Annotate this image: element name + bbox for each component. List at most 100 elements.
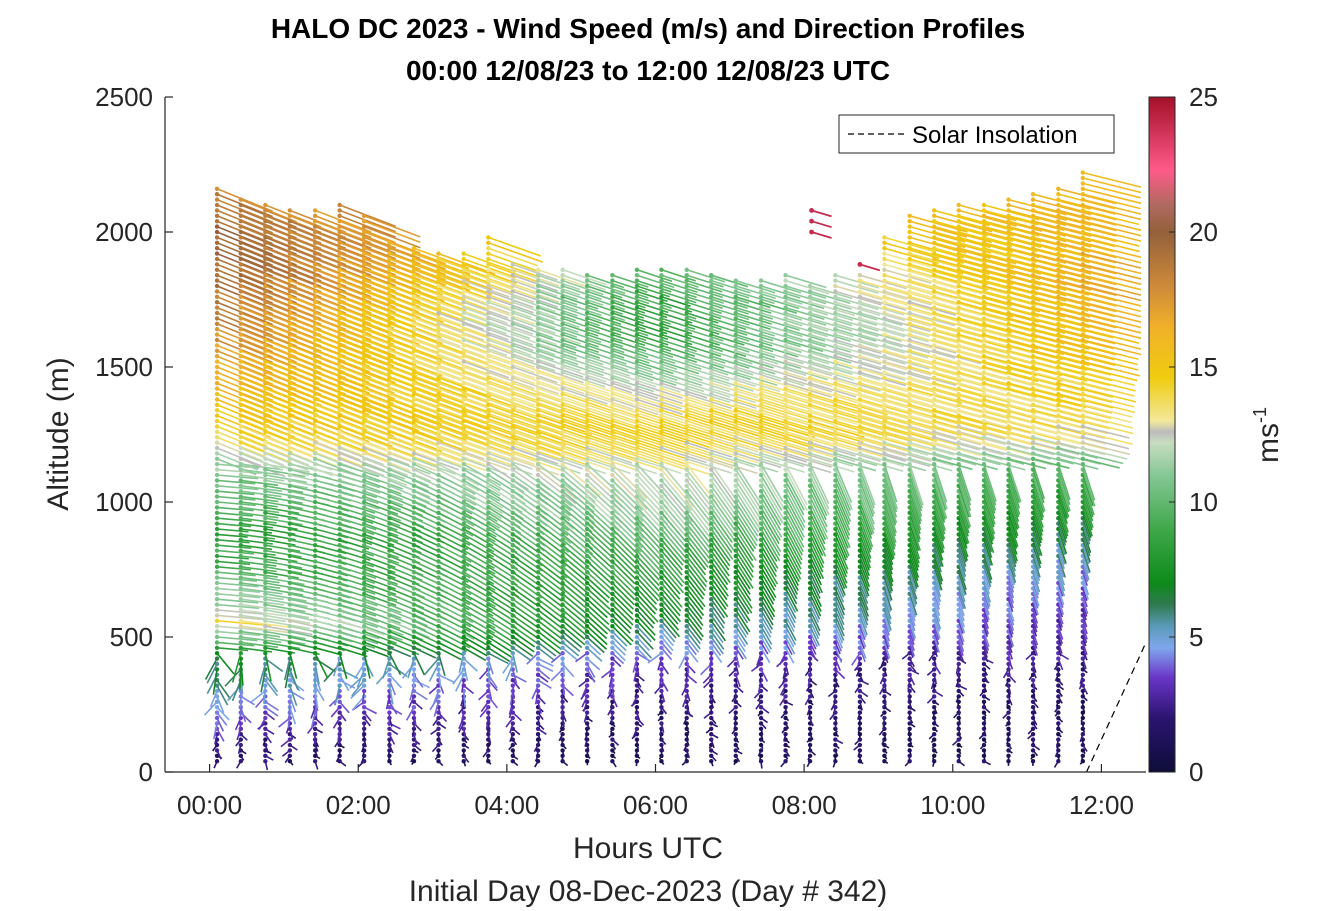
- wind-vector-head: [535, 602, 541, 607]
- wind-vector-head: [337, 402, 342, 407]
- wind-vector-head: [584, 656, 590, 661]
- wind-vector-shaft: [785, 274, 827, 289]
- wind-vector-shaft: [686, 501, 716, 539]
- wind-vector-shaft: [438, 252, 496, 275]
- wind-vector-head: [684, 310, 689, 316]
- wind-vector-head: [659, 467, 664, 472]
- wind-vector-head: [659, 451, 664, 456]
- wind-vector-head: [287, 640, 293, 645]
- wind-vector-shaft: [463, 447, 512, 466]
- wind-vector-head: [387, 240, 392, 245]
- wind-vector-shaft: [661, 333, 693, 346]
- wind-vector-head: [833, 742, 838, 748]
- wind-vector-head: [461, 553, 466, 559]
- wind-vector-shaft: [636, 317, 670, 330]
- wind-vector-head: [436, 278, 441, 283]
- wind-vector-head: [733, 721, 738, 726]
- wind-vector-shaft: [339, 593, 378, 607]
- wind-vector-shaft: [760, 620, 772, 638]
- wind-vector-head: [387, 580, 392, 586]
- wind-vector-head: [783, 467, 788, 472]
- wind-vector-shaft: [240, 344, 297, 369]
- wind-vector-head: [807, 305, 813, 310]
- wind-vector-shaft: [686, 387, 731, 404]
- wind-vector-head: [337, 364, 342, 370]
- wind-vector-shaft: [339, 274, 397, 298]
- wind-vector-head: [486, 613, 491, 618]
- wind-vector-shaft: [612, 317, 646, 331]
- wind-vector-shaft: [636, 269, 673, 283]
- wind-vector-shaft: [661, 393, 709, 410]
- wind-vector-head: [411, 526, 417, 532]
- wind-vector-shaft: [363, 598, 402, 614]
- wind-vector-head: [783, 327, 788, 332]
- wind-vector-shaft: [339, 225, 397, 249]
- wind-vector-head: [758, 759, 764, 764]
- wind-vector-shaft: [363, 614, 401, 630]
- wind-vector-shaft: [562, 517, 592, 543]
- wind-vector-head: [733, 553, 738, 559]
- wind-vector-head: [659, 337, 664, 343]
- wind-vector-head: [486, 559, 491, 564]
- wind-vector-head: [312, 564, 318, 569]
- wind-vector-shaft: [562, 603, 588, 626]
- wind-vector-shaft: [363, 269, 421, 292]
- wind-vector-head: [659, 618, 664, 623]
- wind-vector-head: [807, 397, 813, 402]
- wind-vector-shaft: [660, 577, 681, 600]
- wind-vector-head: [535, 343, 541, 348]
- wind-vector-shaft: [265, 479, 308, 489]
- wind-vector-head: [758, 300, 764, 305]
- wind-vector-shaft: [760, 420, 816, 439]
- wind-vector-head: [709, 451, 714, 456]
- wind-vector-head: [584, 597, 590, 602]
- wind-vector-head: [486, 370, 491, 375]
- wind-vector-head: [312, 575, 318, 580]
- wind-vector-shaft: [735, 485, 762, 525]
- wind-vector-head: [634, 629, 640, 634]
- wind-vector-head: [535, 381, 541, 386]
- wind-vector-shaft: [760, 285, 801, 299]
- wind-vector-shaft: [240, 474, 285, 482]
- wind-vector-shaft: [537, 625, 562, 645]
- wind-vector-shaft: [550, 652, 564, 664]
- wind-vector-shaft: [735, 366, 782, 382]
- wind-vector-head: [634, 721, 640, 726]
- wind-vector-shaft: [686, 598, 703, 620]
- wind-vector-shaft: [710, 447, 759, 464]
- wind-vector-head: [238, 364, 244, 370]
- wind-vector-shaft: [463, 339, 508, 357]
- wind-vector-head: [659, 300, 664, 305]
- wind-vector-head: [659, 364, 664, 370]
- wind-vector-head: [758, 721, 764, 726]
- wind-vector-head: [833, 424, 838, 429]
- wind-vector-head: [733, 370, 738, 375]
- wind-vector-head: [263, 332, 268, 337]
- wind-vector-head: [684, 283, 689, 289]
- wind-vector-shaft: [216, 506, 254, 512]
- wind-vector-head: [238, 591, 244, 596]
- wind-vector-shaft: [660, 566, 685, 594]
- wind-vector-head: [684, 559, 689, 564]
- wind-vector-head: [807, 651, 813, 656]
- wind-vector-shaft: [314, 393, 370, 416]
- wind-vector-head: [684, 451, 689, 456]
- wind-vector-head: [263, 624, 268, 629]
- wind-vector-head: [214, 208, 220, 213]
- wind-vector-shaft: [760, 647, 771, 664]
- wind-vector-shaft: [562, 355, 605, 372]
- wind-vector-shaft: [735, 371, 778, 386]
- wind-vector-head: [758, 391, 764, 397]
- wind-vector-head: [486, 499, 491, 505]
- wind-vector-head: [659, 521, 664, 526]
- wind-vector-head: [709, 634, 714, 640]
- wind-vector-head: [287, 678, 293, 683]
- wind-vector-shaft: [488, 344, 535, 363]
- wind-vector-head: [411, 499, 417, 505]
- wind-vector-head: [510, 300, 516, 305]
- wind-vector-head: [684, 532, 689, 537]
- wind-vector-shaft: [216, 571, 256, 577]
- wind-vector-head: [709, 715, 714, 721]
- wind-vector-shaft: [339, 539, 370, 550]
- wind-vector-head: [214, 348, 220, 353]
